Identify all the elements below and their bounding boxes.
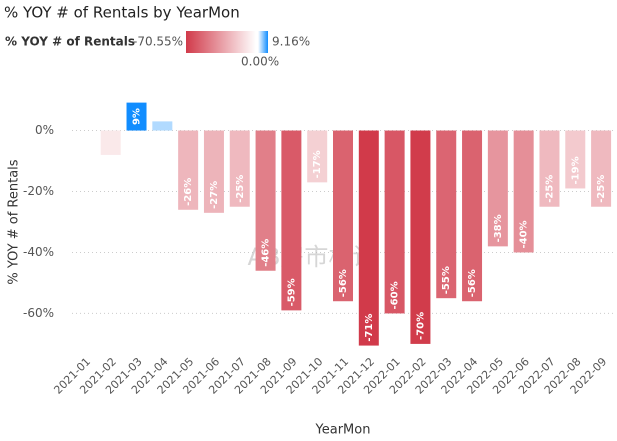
- legend-title: % YOY # of Rentals: [5, 35, 135, 49]
- value-label: -59%: [286, 278, 297, 306]
- bar: [229, 130, 250, 207]
- legend-max: 9.16%: [272, 35, 310, 49]
- bar: [384, 130, 405, 314]
- y-axis-title: % YOY # of Rentals: [7, 159, 22, 284]
- value-label: 9%: [132, 108, 143, 125]
- y-tick-label: -60%: [23, 306, 54, 320]
- value-label: -40%: [519, 220, 530, 248]
- value-label: -25%: [544, 175, 555, 203]
- bar: [126, 102, 147, 131]
- legend-min: -70.55%: [133, 35, 183, 49]
- bar: [539, 130, 560, 207]
- bar: [255, 130, 276, 271]
- bar: [513, 130, 534, 253]
- value-label: -25%: [235, 175, 246, 203]
- value-label: -46%: [261, 239, 272, 267]
- value-label: -56%: [338, 269, 349, 297]
- y-tick-label: -20%: [23, 184, 54, 198]
- bar: [281, 130, 302, 311]
- bar: [178, 130, 199, 210]
- bar: [203, 130, 224, 213]
- bar: [565, 130, 586, 189]
- y-tick-label: -40%: [23, 245, 54, 259]
- y-tick-label: 0%: [35, 123, 54, 137]
- value-label: -17%: [312, 150, 323, 178]
- legend-gradient-neg: [186, 31, 256, 53]
- x-axis-title: YearMon: [315, 423, 371, 438]
- value-label: -25%: [596, 175, 607, 203]
- bar: [591, 130, 612, 207]
- value-label: -60%: [390, 281, 401, 309]
- bar: [100, 130, 121, 155]
- bar: [152, 121, 173, 131]
- value-label: -19%: [570, 156, 581, 184]
- legend-mid: 0.00%: [241, 55, 279, 69]
- chart-title: % YOY # of Rentals by YearMon: [4, 4, 240, 22]
- value-label: -27%: [209, 181, 220, 209]
- bar: [333, 130, 353, 302]
- bar: [358, 130, 379, 346]
- value-label: -71%: [364, 314, 375, 342]
- bar: [487, 130, 508, 247]
- bar: [307, 130, 328, 183]
- value-label: -38%: [493, 214, 504, 242]
- value-label: -56%: [467, 269, 478, 297]
- bar: [436, 130, 457, 299]
- value-label: -70%: [415, 312, 426, 340]
- value-label: -26%: [183, 178, 194, 206]
- legend-gradient-pos: [258, 31, 268, 53]
- value-label: -55%: [441, 266, 452, 294]
- bar: [410, 130, 431, 344]
- bar: [462, 130, 483, 302]
